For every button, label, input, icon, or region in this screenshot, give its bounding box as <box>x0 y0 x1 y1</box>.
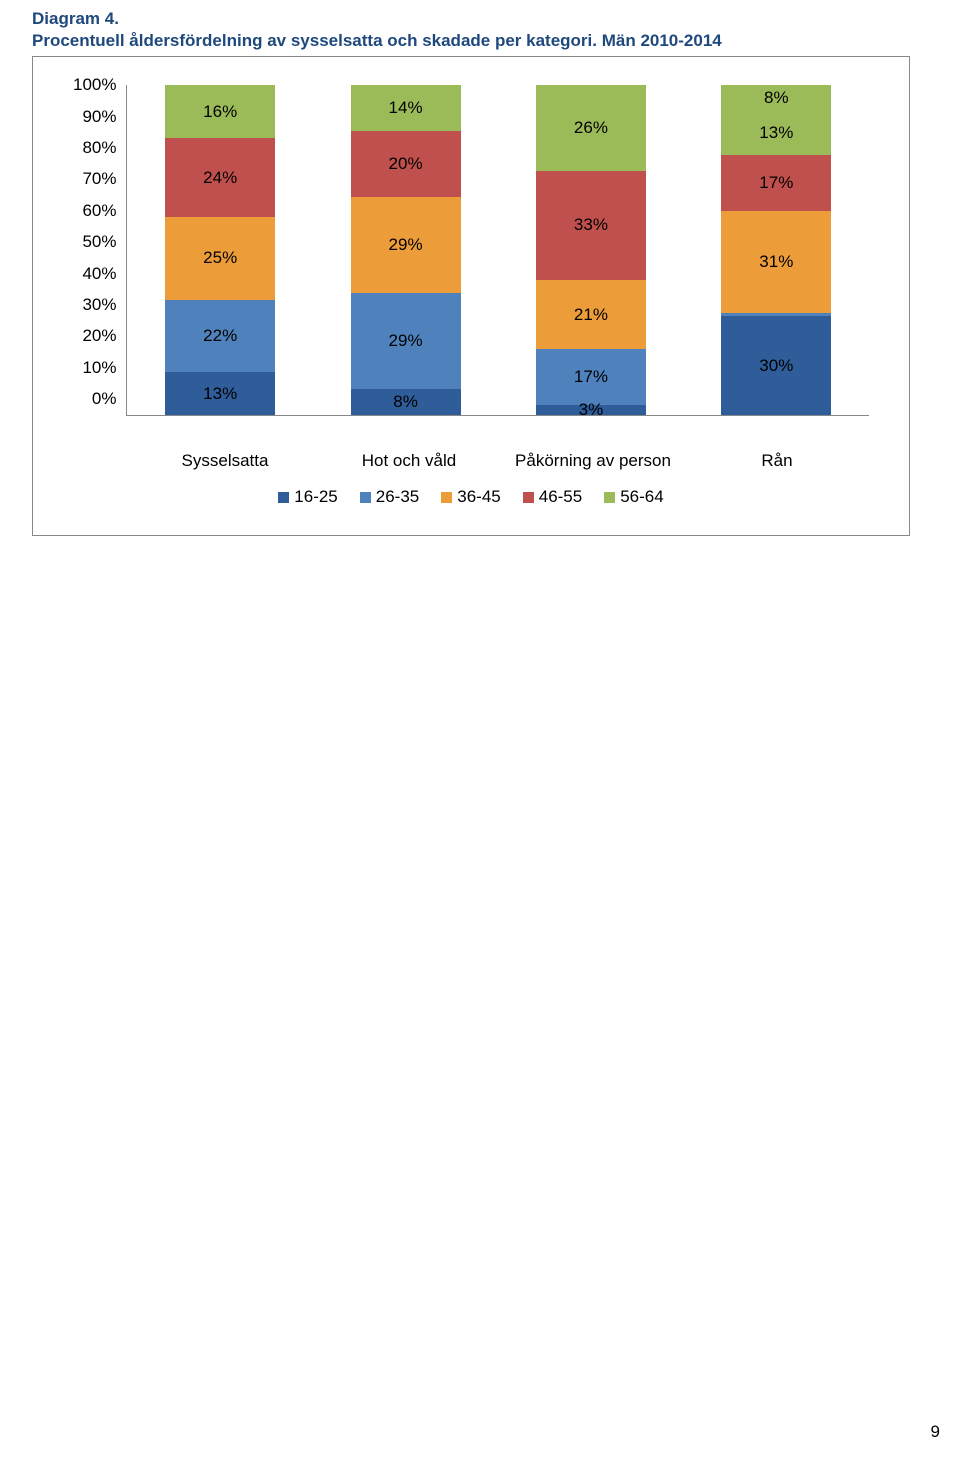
legend-item: 26-35 <box>360 487 419 507</box>
bar-segment: 24% <box>165 138 275 217</box>
stacked-bar: 3%17%21%33%26% <box>536 85 646 415</box>
y-tick-label: 50% <box>82 234 116 250</box>
legend-item: 36-45 <box>441 487 500 507</box>
bar-segment: 8% <box>351 389 461 415</box>
legend-swatch <box>278 492 289 503</box>
title-line-1: Diagram 4. <box>32 8 928 30</box>
bar-segment: 13% <box>165 372 275 415</box>
page-number: 9 <box>931 1422 940 1442</box>
bar-segment: 20% <box>351 131 461 197</box>
legend-label: 36-45 <box>457 487 500 507</box>
legend-swatch <box>441 492 452 503</box>
legend-item: 56-64 <box>604 487 663 507</box>
bar-segment: 13% <box>721 112 831 155</box>
bar-segment: 17% <box>721 155 831 211</box>
y-tick-label: 20% <box>82 328 116 344</box>
y-tick-label: 60% <box>82 203 116 219</box>
stacked-bar: 8%29%29%20%14% <box>351 85 461 415</box>
legend-swatch <box>523 492 534 503</box>
y-tick-label: 10% <box>82 360 116 376</box>
bar-segment: 29% <box>351 293 461 389</box>
bar-segment: 33% <box>536 171 646 280</box>
bar-segment: 30% <box>721 316 831 415</box>
bar-segment: 26% <box>536 85 646 171</box>
bar-segment: 22% <box>165 300 275 373</box>
x-axis-label: Påkörning av person <box>513 451 673 471</box>
legend-swatch <box>604 492 615 503</box>
legend-label: 26-35 <box>376 487 419 507</box>
y-tick-label: 100% <box>73 77 116 93</box>
y-tick-label: 0% <box>92 391 117 407</box>
title-line-2: Procentuell åldersfördelning av sysselsa… <box>32 30 928 52</box>
x-axis-labels: Sysselsatta Hot och våld Påkörning av pers… <box>133 445 869 471</box>
stacked-bar: 13%22%25%24%16% <box>165 85 275 415</box>
bar-segment: 3% <box>536 405 646 415</box>
plot-row: 100%90%80%70%60%50%40%30%20%10%0% 13%22%… <box>73 85 869 445</box>
y-tick-label: 40% <box>82 266 116 282</box>
legend-item: 46-55 <box>523 487 582 507</box>
x-axis-label: Rån <box>697 451 857 471</box>
bar-segment: 17% <box>536 349 646 405</box>
figure-title: Diagram 4. Procentuell åldersfördelning … <box>32 8 928 52</box>
legend: 16-25 26-35 36-45 46-55 56-64 <box>73 471 869 507</box>
bar-segment: 21% <box>536 280 646 349</box>
y-tick-label: 90% <box>82 109 116 125</box>
bars-group: 13%22%25%24%16%8%29%29%20%14%3%17%21%33%… <box>127 85 869 415</box>
stacked-bar: 30%31%17%13%8% <box>721 85 831 415</box>
legend-label: 56-64 <box>620 487 663 507</box>
bar-segment: 29% <box>351 197 461 293</box>
plot-area: 13%22%25%24%16%8%29%29%20%14%3%17%21%33%… <box>126 85 869 416</box>
bar-segment-extra: 8% <box>721 85 831 111</box>
bar-segment: 25% <box>165 217 275 300</box>
legend-label: 16-25 <box>294 487 337 507</box>
document-page: Diagram 4. Procentuell åldersfördelning … <box>0 0 960 1458</box>
x-axis-label: Hot och våld <box>329 451 489 471</box>
legend-item: 16-25 <box>278 487 337 507</box>
bar-segment: 14% <box>351 85 461 131</box>
bar-segment: 16% <box>165 85 275 138</box>
x-axis-label: Sysselsatta <box>145 451 305 471</box>
legend-swatch <box>360 492 371 503</box>
legend-label: 46-55 <box>539 487 582 507</box>
y-axis: 100%90%80%70%60%50%40%30%20%10%0% <box>73 85 126 415</box>
y-tick-label: 30% <box>82 297 116 313</box>
y-tick-label: 80% <box>82 140 116 156</box>
chart-container: 100%90%80%70%60%50%40%30%20%10%0% 13%22%… <box>32 56 910 536</box>
y-tick-label: 70% <box>82 171 116 187</box>
bar-segment: 31% <box>721 211 831 313</box>
